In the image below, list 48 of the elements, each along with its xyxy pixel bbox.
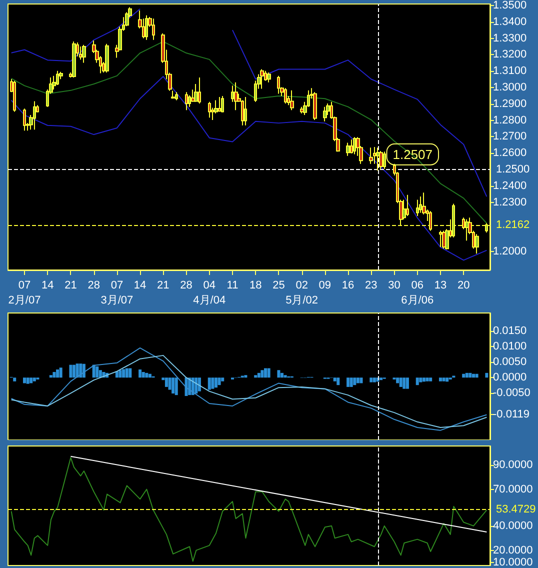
- y-tick-label: 1.2300: [493, 196, 527, 208]
- y-tick-label: 0.0150: [493, 324, 527, 337]
- y-tick-label: 40.0000: [493, 520, 533, 532]
- y-tick-label: 1.3100: [493, 65, 527, 78]
- x-tick-label: 25: [272, 280, 285, 292]
- x-tick-label: 28: [180, 280, 192, 292]
- y-tick-label: 1.2400: [493, 180, 527, 192]
- y-tick-label: 1.2900: [493, 98, 527, 110]
- x-tick-label: 14: [134, 280, 146, 292]
- y-tick-label: 0.0100: [493, 340, 527, 352]
- y-tick-label: 1.3300: [493, 32, 527, 44]
- x-tick-label: 21: [64, 280, 77, 292]
- x-tick-label: 07 2月/07: [8, 280, 41, 306]
- y-tick-label: 1.2700: [493, 130, 527, 143]
- ref-line-label: 1.2162: [496, 218, 530, 231]
- y-tick-label: 0.0050: [493, 356, 527, 368]
- x-tick-label: 06 6月/06: [401, 280, 434, 306]
- y-tick-label: 90.0000: [493, 458, 533, 471]
- x-tick-label: 18: [249, 280, 262, 292]
- annotation: 1.2507: [392, 146, 433, 162]
- y-tick-label: 70.0000: [493, 483, 533, 496]
- x-tick-label: 20: [457, 280, 470, 292]
- x-tick-label: 14: [41, 280, 54, 292]
- x-tick-label: 16: [342, 280, 354, 292]
- y-tick-label: 1.3400: [493, 16, 527, 28]
- y-tick-label: 1.3500: [493, 0, 527, 12]
- y-tick-label: -0.0050: [493, 387, 530, 400]
- ref-line-label: 53.4729: [496, 503, 536, 516]
- y-tick-label: -0.0119: [493, 408, 530, 421]
- y-tick-label: 1.2800: [493, 114, 527, 126]
- x-tick-label: 28: [88, 280, 100, 292]
- y-tick-label: 1.2600: [493, 147, 527, 160]
- ref-line-label: 1.2500: [496, 163, 530, 176]
- x-tick-label: 09: [318, 280, 332, 292]
- y-tick-label: 1.3000: [493, 81, 527, 94]
- x-tick-label: 23: [365, 280, 378, 292]
- y-tick-label: 0.0000: [493, 372, 527, 384]
- y-tick-label: 1.2000: [493, 245, 527, 258]
- y-tick-label: 20.0000: [493, 544, 533, 556]
- x-tick-label: 07 3月/07: [100, 280, 134, 306]
- x-tick-label: 21: [157, 280, 170, 292]
- x-tick-label: 04 4月/04: [193, 280, 226, 306]
- x-tick-label: 11: [226, 280, 238, 292]
- y-tick-label: 1.3200: [493, 48, 527, 61]
- x-tick-label: 02 5月/02: [286, 280, 318, 306]
- x-tick-label: 30: [388, 280, 400, 292]
- x-tick-label: 13: [434, 280, 447, 292]
- y-tick-label: 10.0000: [493, 556, 533, 568]
